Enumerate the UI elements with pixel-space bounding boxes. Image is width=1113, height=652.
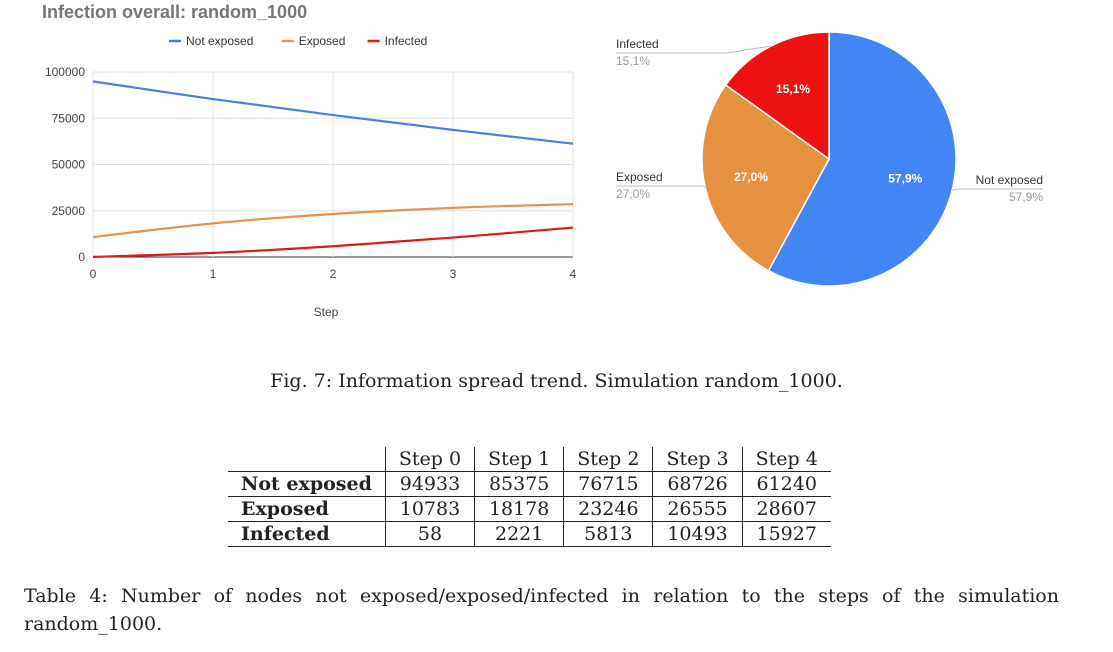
figure-caption: Fig. 7: Information spread trend. Simula… xyxy=(270,370,843,392)
y-tick-label: 50000 xyxy=(52,158,86,172)
table-cell: 18178 xyxy=(474,496,564,522)
table-row-label: Infected xyxy=(228,521,386,547)
pie-callout-value: 27,0% xyxy=(616,187,650,201)
table-cell: 68726 xyxy=(652,471,743,497)
x-tick-label: 0 xyxy=(90,267,97,281)
table-cell: 28607 xyxy=(741,496,831,522)
table-row: Exposed 10783 18178 23246 26555 28607 xyxy=(228,496,831,522)
pie-chart: 57,9% 27,0% 15,1% Not exposed 57,9% Exposed 27… xyxy=(616,31,1043,287)
x-tick-label: 1 xyxy=(210,267,217,281)
pie-callout-label: Exposed xyxy=(616,170,663,184)
x-tick-label: 4 xyxy=(570,267,577,281)
table-cell: 15927 xyxy=(741,521,831,547)
table-cell: 10493 xyxy=(652,521,743,547)
x-tick-label: 3 xyxy=(450,267,457,281)
table-cell: 23246 xyxy=(563,496,653,522)
table-cell: 26555 xyxy=(652,496,743,522)
table-row-label: Not exposed xyxy=(228,471,386,497)
legend-label: Exposed xyxy=(299,34,346,48)
table-header-step-4: Step 4 xyxy=(741,447,831,472)
pie-slice-value-label: 57,9% xyxy=(888,171,922,185)
y-tick-label: 25000 xyxy=(52,204,86,218)
leader-line xyxy=(952,188,961,191)
pie-slice-value-label: 15,1% xyxy=(776,82,810,96)
legend-label: Not exposed xyxy=(186,34,253,48)
pie-callout-value: 57,9% xyxy=(1009,190,1043,204)
y-tick-label: 75000 xyxy=(52,111,86,125)
table-cell: 61240 xyxy=(741,471,831,497)
series-line-exposed xyxy=(92,202,574,239)
pie-slice-exposed xyxy=(701,83,830,272)
table-header-row: Step 0 Step 1 Step 2 Step 3 Step 4 xyxy=(228,447,831,472)
table-cell: 58 xyxy=(384,521,475,547)
pie-callout-label: Not exposed xyxy=(976,173,1043,187)
table-cell: 94933 xyxy=(384,471,475,497)
table-cell: 76715 xyxy=(563,471,653,497)
table-row: Infected 58 2221 5813 10493 15927 xyxy=(228,521,831,547)
leader-line xyxy=(726,45,772,54)
pie-slice-value-label: 27,0% xyxy=(734,170,768,184)
table-cell: 85375 xyxy=(474,471,564,497)
pie-slice-infected xyxy=(724,31,830,161)
pie-callout-value: 15,1% xyxy=(616,54,650,68)
table-header-step-1: Step 1 xyxy=(474,447,564,472)
table-row: Not exposed 94933 85375 76715 68726 6124… xyxy=(228,471,831,497)
y-tick-label: 0 xyxy=(78,250,85,264)
leader-line xyxy=(702,185,706,188)
data-table: Step 0 Step 1 Step 2 Step 3 Step 4 Not e… xyxy=(228,447,831,547)
table-cell: 10783 xyxy=(384,496,475,522)
legend-label: Infected xyxy=(385,34,428,48)
series-line-infected xyxy=(92,226,574,258)
table-header-corner xyxy=(228,447,386,472)
x-tick-label: 2 xyxy=(330,267,337,281)
pie-callout-label: Infected xyxy=(616,37,659,51)
x-axis-label: Step xyxy=(314,305,339,319)
table-header-step-2: Step 2 xyxy=(563,447,653,472)
table-caption: Table 4: Number of nodes not exposed/exp… xyxy=(24,585,1059,635)
table-header-step-3: Step 3 xyxy=(652,447,743,472)
chart-title: Infection overall: random_1000 xyxy=(42,2,308,22)
table-header-step-0: Step 0 xyxy=(384,447,475,472)
table-row-label: Exposed xyxy=(228,496,386,522)
table-cell: 2221 xyxy=(474,521,564,547)
y-tick-label: 100000 xyxy=(45,65,85,79)
series-line-not-exposed xyxy=(92,80,574,145)
table-cell: 5813 xyxy=(563,521,653,547)
line-chart: 0 25000 50000 75000 100000 0 1 2 3 4 Step Not expos… xyxy=(45,34,577,319)
